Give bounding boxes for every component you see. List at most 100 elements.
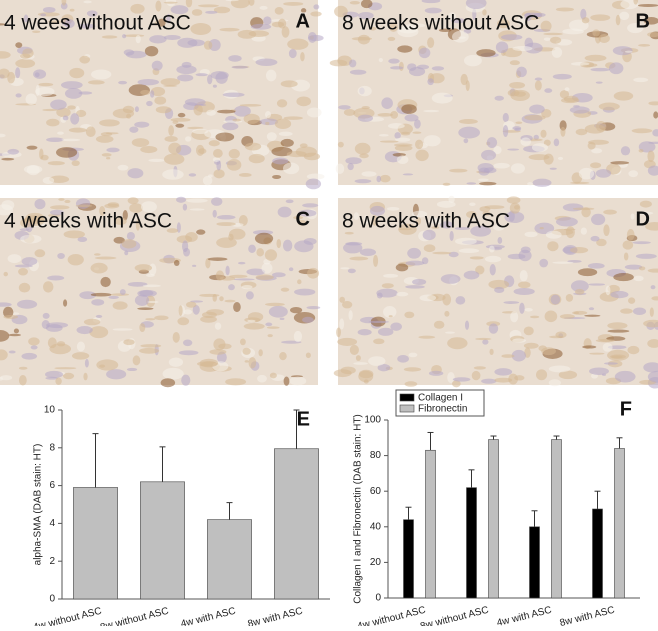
tissue-texture bbox=[494, 286, 505, 294]
tissue-texture bbox=[162, 169, 184, 180]
tissue-texture bbox=[379, 174, 391, 183]
tissue-texture bbox=[33, 69, 47, 79]
tissue-texture bbox=[648, 141, 658, 144]
tissue-texture bbox=[523, 326, 534, 336]
tissue-texture bbox=[244, 142, 262, 151]
tissue-texture bbox=[393, 143, 413, 147]
tissue-texture bbox=[550, 294, 561, 305]
tissue-texture bbox=[632, 307, 647, 315]
tissue-texture bbox=[423, 244, 436, 253]
tissue-texture bbox=[107, 202, 120, 208]
tissue-texture bbox=[259, 118, 279, 126]
y-tick-label: 0 bbox=[375, 593, 381, 604]
bar bbox=[529, 526, 540, 599]
tissue-texture bbox=[345, 18, 353, 23]
tissue-texture bbox=[395, 263, 409, 272]
tissue-texture bbox=[404, 381, 418, 387]
tissue-texture bbox=[605, 285, 611, 296]
tissue-texture bbox=[580, 8, 587, 20]
tissue-texture bbox=[279, 352, 287, 361]
tissue-texture bbox=[247, 319, 256, 323]
tissue-texture bbox=[407, 247, 422, 259]
tissue-texture bbox=[290, 306, 303, 314]
tissue-texture bbox=[482, 9, 487, 16]
tissue-texture bbox=[248, 244, 256, 253]
tissue-texture bbox=[182, 203, 188, 211]
tissue-texture bbox=[473, 366, 486, 370]
tissue-texture bbox=[185, 301, 197, 308]
tissue-texture bbox=[596, 238, 607, 247]
tissue-texture bbox=[355, 355, 361, 361]
tissue-texture bbox=[216, 222, 236, 227]
tissue-texture bbox=[584, 54, 607, 62]
tissue-texture bbox=[569, 106, 590, 114]
tissue-texture bbox=[225, 265, 230, 276]
tissue-texture bbox=[126, 367, 138, 372]
panel-caption: 8 weeks without ASC bbox=[342, 12, 539, 35]
tissue-texture bbox=[228, 148, 240, 159]
tissue-texture bbox=[598, 102, 620, 111]
tissue-texture bbox=[604, 362, 618, 365]
tissue-texture bbox=[369, 26, 377, 31]
tissue-texture bbox=[75, 204, 93, 208]
tissue-texture bbox=[267, 334, 273, 338]
tissue-texture bbox=[151, 60, 163, 71]
tissue-texture bbox=[222, 122, 239, 131]
tissue-texture bbox=[137, 307, 154, 310]
tissue-texture bbox=[622, 240, 634, 250]
tissue-texture bbox=[7, 254, 22, 264]
tissue-texture bbox=[333, 369, 352, 378]
tissue-texture bbox=[427, 37, 435, 49]
x-tick-label: 8w without ASC bbox=[419, 605, 490, 626]
tissue-texture bbox=[452, 380, 461, 388]
tissue-texture bbox=[627, 345, 640, 355]
tissue-texture bbox=[266, 326, 280, 329]
tissue-texture bbox=[49, 175, 70, 184]
tissue-texture bbox=[627, 23, 644, 34]
tissue-texture bbox=[75, 109, 87, 118]
tissue-texture bbox=[196, 361, 218, 367]
tissue-texture bbox=[57, 252, 65, 259]
tissue-texture bbox=[431, 226, 440, 229]
y-tick-label: 80 bbox=[370, 450, 382, 461]
tissue-texture bbox=[298, 209, 317, 217]
tissue-texture bbox=[483, 167, 497, 174]
tissue-texture bbox=[363, 214, 369, 225]
tissue-texture bbox=[67, 105, 76, 110]
tissue-texture bbox=[240, 338, 246, 346]
tissue-texture bbox=[347, 163, 354, 171]
tissue-texture bbox=[85, 126, 96, 138]
tissue-texture bbox=[635, 211, 654, 215]
tissue-texture bbox=[248, 0, 255, 6]
tissue-texture bbox=[447, 372, 455, 384]
tissue-texture bbox=[265, 302, 285, 307]
tissue-texture bbox=[300, 52, 305, 62]
tissue-texture bbox=[265, 69, 277, 82]
tissue-texture bbox=[105, 132, 119, 135]
tissue-texture bbox=[193, 104, 203, 116]
tissue-texture bbox=[69, 8, 75, 12]
tissue-texture bbox=[469, 202, 476, 207]
tissue-texture bbox=[377, 327, 394, 336]
tissue-texture bbox=[163, 1, 178, 4]
tissue-texture bbox=[216, 237, 237, 248]
tissue-texture bbox=[431, 66, 445, 71]
tissue-texture bbox=[534, 80, 542, 91]
tissue-texture bbox=[62, 115, 69, 121]
tissue-texture bbox=[540, 129, 547, 138]
tissue-texture bbox=[47, 161, 65, 166]
tissue-texture bbox=[388, 58, 400, 64]
tissue-texture bbox=[77, 23, 96, 29]
tissue-texture bbox=[237, 261, 246, 265]
tissue-texture bbox=[580, 227, 587, 235]
tissue-texture bbox=[476, 49, 496, 57]
tissue-texture bbox=[178, 305, 183, 316]
tissue-texture bbox=[595, 338, 615, 343]
tissue-texture bbox=[282, 162, 300, 175]
tissue-texture bbox=[428, 217, 444, 225]
tissue-texture bbox=[388, 315, 393, 318]
x-tick-label: 8w with ASC bbox=[247, 606, 304, 626]
tissue-texture bbox=[77, 236, 88, 243]
tissue-texture bbox=[213, 6, 231, 14]
tissue-texture bbox=[348, 310, 353, 321]
